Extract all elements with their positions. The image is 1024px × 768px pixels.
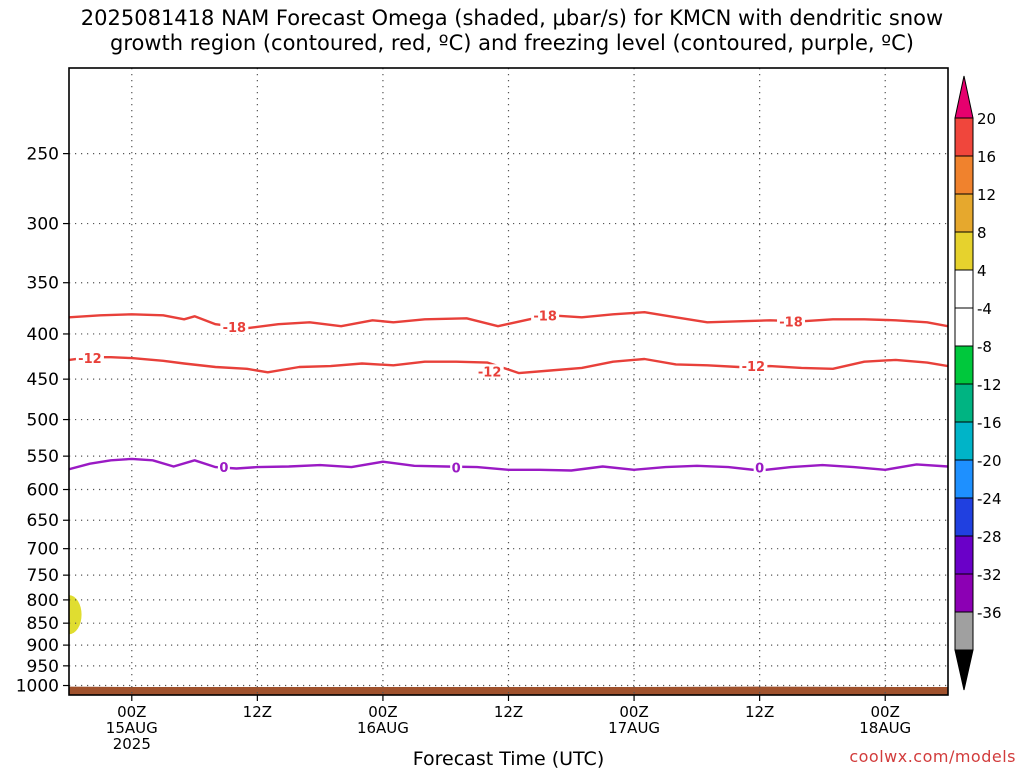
y-tick-label: 700 — [27, 540, 59, 560]
x-tick-label: 16AUG — [357, 719, 409, 737]
colorbar-label: -12 — [977, 376, 1002, 394]
colorbar-label: -36 — [977, 604, 1002, 622]
contour-label-bg — [450, 460, 463, 475]
y-tick-label: 300 — [27, 215, 59, 235]
colorbar-label: -16 — [977, 414, 1002, 432]
contour-label-bg — [220, 320, 249, 335]
x-tick-label: 17AUG — [608, 719, 660, 737]
x-tick-label: 18AUG — [859, 719, 911, 737]
contour-label: 0 — [452, 461, 461, 476]
y-tick-label: 1000 — [16, 677, 59, 697]
chart-title: 2025081418 NAM Forecast Omega (shaded, μ… — [80, 6, 944, 55]
contour-label-bg — [75, 351, 104, 366]
x-tick-label: 2025 — [113, 735, 151, 753]
colorbar-box — [954, 117, 974, 157]
y-tick-label: 800 — [27, 591, 59, 611]
plot-area: -18 -18 -18 -12 -12 -12 0 0 0 — [69, 68, 948, 695]
x-tick-label: 15AUG — [106, 719, 158, 737]
colorbar-label: -8 — [977, 338, 992, 356]
colorbar-box — [954, 345, 974, 385]
colorbar-box — [954, 535, 974, 575]
contour-label: 0 — [755, 461, 764, 476]
credit-text: coolwx.com/models — [849, 747, 1016, 766]
colorbar-label: 16 — [977, 148, 996, 166]
y-tick-label: 500 — [27, 411, 59, 431]
x-tick-label: 00Z — [368, 703, 397, 721]
contour-label: -12 — [78, 352, 102, 367]
colorbar-box — [954, 497, 974, 537]
x-axis-label: Forecast Time (UTC) — [413, 748, 604, 768]
colorbar-label: 4 — [977, 262, 987, 280]
colorbar-bottom-arrow — [954, 649, 974, 691]
contour-label: -18 — [533, 309, 557, 324]
colorbar-label: 8 — [977, 224, 987, 242]
y-tick-label: 600 — [27, 481, 59, 501]
colorbar-label: -32 — [977, 566, 1002, 584]
contour-label: 0 — [219, 461, 228, 476]
colorbar-label: -20 — [977, 452, 1002, 470]
y-tick-label: 850 — [27, 614, 59, 634]
y-tick-label: 400 — [27, 325, 59, 345]
plot-frame — [68, 67, 949, 696]
y-tick-label: 950 — [27, 657, 59, 677]
contour-label-bg — [217, 459, 230, 474]
x-tick-label: 00Z — [117, 703, 146, 721]
contour-label: -18 — [779, 315, 803, 330]
contour-label: -18 — [223, 321, 247, 336]
colorbar-top-arrow — [954, 75, 974, 119]
y-tick-label: 550 — [27, 447, 59, 467]
contour-label: -12 — [478, 365, 502, 380]
x-tick-label: 00Z — [871, 703, 900, 721]
x-tick-label: 12Z — [745, 703, 774, 721]
contour-label: -12 — [742, 360, 766, 375]
contour-label-bg — [531, 308, 560, 323]
terrain-fill — [69, 686, 948, 695]
y-tick-label: 450 — [27, 370, 59, 390]
colorbar-label: 12 — [977, 186, 996, 204]
colorbar-box — [954, 307, 974, 347]
colorbar-label: -4 — [977, 300, 992, 318]
x-tick-label: 00Z — [619, 703, 648, 721]
colorbar-box — [954, 269, 974, 309]
colorbar-box — [954, 155, 974, 195]
contour-label-bg — [753, 460, 766, 475]
omega-shaded-region — [69, 595, 82, 635]
contour-label-bg — [475, 364, 504, 379]
y-tick-label: 650 — [27, 511, 59, 531]
colorbar-box — [954, 383, 974, 423]
colorbar-box — [954, 573, 974, 613]
colorbar-label: -24 — [977, 490, 1002, 508]
contour-line — [69, 356, 948, 375]
colorbar-box — [954, 231, 974, 271]
colorbar-box — [954, 421, 974, 461]
colorbar-label: -28 — [977, 528, 1002, 546]
colorbar-label: 20 — [977, 110, 996, 128]
y-tick-label: 750 — [27, 566, 59, 586]
y-tick-label: 900 — [27, 636, 59, 656]
colorbar-box — [954, 611, 974, 651]
contour-label-bg — [777, 314, 806, 329]
colorbar-box — [954, 193, 974, 233]
y-tick-label: 250 — [27, 145, 59, 165]
y-tick-label: 350 — [27, 274, 59, 294]
x-tick-label: 12Z — [494, 703, 523, 721]
colorbar-box — [954, 459, 974, 499]
x-tick-label: 12Z — [243, 703, 272, 721]
contour-label-bg — [739, 359, 768, 374]
